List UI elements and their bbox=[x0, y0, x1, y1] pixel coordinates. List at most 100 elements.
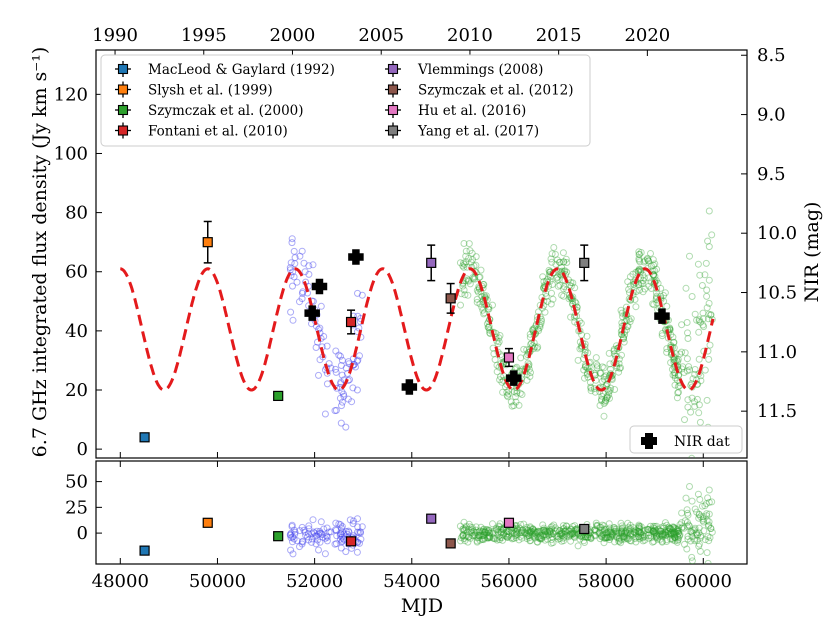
green-residual-point bbox=[608, 531, 616, 539]
green-residual-point bbox=[688, 533, 696, 541]
green-data-point bbox=[666, 325, 674, 333]
green-residual-point bbox=[569, 529, 577, 537]
legend-marker bbox=[117, 84, 129, 95]
green-residual-point bbox=[540, 526, 547, 534]
green-residual-point bbox=[695, 514, 703, 522]
blue-residual-point bbox=[346, 516, 354, 524]
green-residual-point bbox=[479, 527, 487, 535]
blue-residual-point bbox=[314, 536, 321, 544]
green-residual-point bbox=[534, 533, 542, 541]
green-residual-point bbox=[468, 524, 476, 531]
green-data-point bbox=[688, 394, 696, 402]
green-residual-point bbox=[532, 529, 540, 536]
green-residual-point bbox=[552, 532, 560, 540]
green-residual-point bbox=[674, 526, 682, 533]
green-residual-point bbox=[602, 525, 610, 533]
green-data-point bbox=[607, 365, 614, 373]
green-residual-point bbox=[596, 535, 604, 543]
green-data-point bbox=[620, 334, 628, 342]
green-residual-point bbox=[499, 531, 507, 539]
green-data-point bbox=[649, 256, 657, 264]
green-residual-point bbox=[494, 525, 502, 533]
green-residual-point bbox=[613, 527, 621, 535]
green-data-point bbox=[602, 397, 610, 405]
green-data-point bbox=[610, 347, 618, 355]
green-residual-point bbox=[703, 517, 711, 524]
green-residual-point bbox=[557, 531, 565, 539]
green-data-point bbox=[703, 292, 711, 300]
green-residual-point bbox=[497, 533, 504, 541]
green-residual-point bbox=[461, 537, 469, 545]
nir-legend: NIR dat bbox=[629, 425, 743, 454]
green-residual-point bbox=[675, 535, 682, 543]
green-residual-point bbox=[708, 528, 716, 536]
green-residual-point bbox=[463, 528, 471, 536]
green-residual-point bbox=[480, 525, 488, 533]
green-residual-point bbox=[586, 533, 594, 541]
green-residual-point bbox=[605, 528, 613, 536]
green-residual-point bbox=[601, 526, 608, 534]
green-residual-point bbox=[639, 531, 647, 539]
green-residual-point bbox=[471, 529, 479, 537]
green-residual-point bbox=[667, 531, 675, 539]
blue-residual-point bbox=[345, 528, 353, 536]
green-data-point bbox=[467, 258, 475, 266]
green-data-point bbox=[512, 393, 519, 401]
green-residual-point bbox=[567, 530, 575, 538]
green-data-point bbox=[670, 338, 678, 346]
green-data-point bbox=[465, 255, 473, 262]
green-residual-point bbox=[529, 525, 537, 533]
literature-point bbox=[426, 257, 437, 268]
green-residual-point bbox=[551, 524, 559, 532]
green-data-point bbox=[536, 323, 544, 331]
green-residual-point bbox=[542, 532, 550, 540]
green-data-point bbox=[567, 279, 575, 287]
green-residual-point bbox=[635, 528, 643, 536]
blue-residual-point bbox=[337, 524, 345, 532]
green-data-point bbox=[630, 280, 637, 288]
right-y-tick-label: 9.5 bbox=[757, 164, 786, 185]
green-residual-point bbox=[476, 527, 484, 535]
blue-residual-point bbox=[302, 531, 310, 539]
green-data-point bbox=[695, 401, 703, 409]
green-residual-point bbox=[475, 532, 483, 540]
blue-data-point bbox=[353, 386, 361, 394]
green-residual-point bbox=[512, 532, 519, 540]
green-residual-point bbox=[635, 533, 643, 540]
green-residual-point bbox=[675, 529, 683, 537]
green-residual-point bbox=[658, 531, 666, 539]
green-data-point bbox=[571, 284, 579, 292]
green-residual-point bbox=[481, 528, 489, 536]
green-residual-point bbox=[625, 527, 633, 535]
green-data-point bbox=[706, 341, 714, 349]
green-data-point bbox=[597, 369, 605, 377]
x-tick-label: 48000 bbox=[92, 571, 149, 592]
green-residual-point bbox=[522, 525, 530, 533]
legend-item: Vlemmings (2008) bbox=[385, 61, 543, 78]
green-residual-point bbox=[529, 530, 537, 538]
blue-residual-point bbox=[332, 527, 340, 534]
blue-residual-point bbox=[291, 528, 299, 536]
green-residual-point bbox=[541, 536, 549, 544]
green-residual-point bbox=[640, 527, 648, 535]
main-y-tick-label: 20 bbox=[65, 380, 88, 401]
blue-data-point bbox=[321, 410, 329, 418]
green-data-point bbox=[462, 252, 470, 260]
green-data-point bbox=[683, 367, 691, 375]
green-residual-point bbox=[622, 526, 630, 534]
green-residual-point bbox=[486, 533, 494, 541]
green-residual-point bbox=[480, 531, 487, 539]
green-residual-point bbox=[462, 526, 470, 534]
green-residual-point bbox=[675, 527, 683, 535]
green-residual-point bbox=[599, 531, 607, 539]
blue-residual-point bbox=[308, 530, 316, 538]
green-data-point bbox=[707, 311, 715, 319]
green-data-point bbox=[531, 343, 539, 351]
green-residual-point bbox=[610, 524, 618, 531]
green-residual-point bbox=[501, 532, 509, 540]
nir-points bbox=[304, 249, 670, 395]
green-residual-point bbox=[611, 527, 619, 535]
literature-residual-point bbox=[579, 523, 590, 535]
green-data-point bbox=[512, 398, 520, 406]
green-data-point bbox=[639, 277, 647, 285]
